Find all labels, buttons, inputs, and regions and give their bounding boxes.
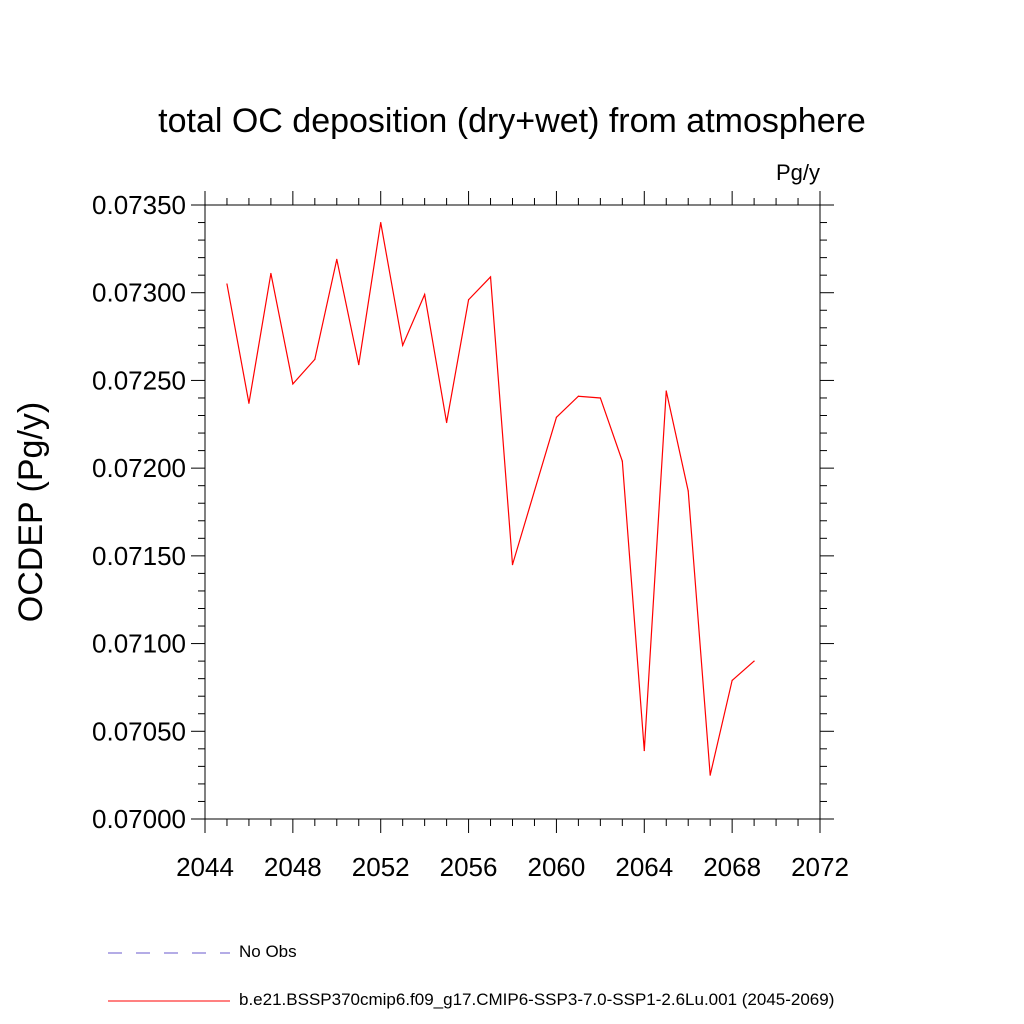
- x-tick-label: 2052: [352, 852, 410, 882]
- series-layer: [226, 221, 755, 776]
- units-label: Pg/y: [776, 160, 820, 185]
- data-point: [665, 390, 667, 392]
- data-point: [533, 490, 536, 492]
- data-point: [709, 774, 711, 776]
- legend-label-no-obs: No Obs: [239, 942, 297, 961]
- plot-frame: [204, 204, 821, 820]
- x-tick-label: 2060: [528, 852, 586, 882]
- data-point: [248, 402, 250, 404]
- data-point: [380, 221, 382, 224]
- y-tick-label: 0.07100: [92, 629, 186, 659]
- x-tick-labels: 2044 2048 2052 2056 2060 2064 2068 2072: [176, 852, 849, 882]
- data-point: [467, 299, 470, 301]
- data-point: [270, 272, 272, 275]
- x-ticks: [204, 191, 821, 833]
- y-tick-label: 0.07350: [92, 190, 186, 220]
- data-point: [489, 276, 492, 278]
- data-point: [446, 421, 448, 424]
- y-tick-label: 0.07300: [92, 278, 186, 308]
- data-point: [621, 460, 623, 462]
- x-tick-label: 2044: [176, 852, 234, 882]
- chart-title: total OC deposition (dry+wet) from atmos…: [158, 102, 866, 140]
- y-tick-label: 0.07000: [92, 804, 186, 834]
- data-point: [402, 344, 404, 346]
- y-axis-label: OCDEP (Pg/y): [12, 402, 50, 622]
- y-tick-label: 0.07050: [92, 716, 186, 746]
- x-tick-label: 2064: [615, 852, 673, 882]
- data-point: [358, 364, 360, 366]
- data-point: [555, 416, 558, 418]
- y-tick-label: 0.07200: [92, 453, 186, 483]
- data-point: [643, 749, 645, 752]
- y-tick-label: 0.07250: [92, 365, 186, 395]
- y-tick-label: 0.07150: [92, 541, 186, 571]
- legend-label-series: b.e21.BSSP370cmip6.f09_g17.CMIP6-SSP3-7.…: [239, 990, 835, 1009]
- data-point: [314, 358, 316, 360]
- data-point: [336, 258, 338, 260]
- data-point: [511, 564, 514, 566]
- data-point: [599, 397, 601, 399]
- x-tick-label: 2048: [264, 852, 322, 882]
- data-point: [753, 660, 755, 662]
- x-tick-label: 2056: [440, 852, 498, 882]
- data-point: [731, 679, 733, 682]
- x-tick-label: 2072: [791, 852, 849, 882]
- data-point: [424, 293, 426, 296]
- series-line: [226, 222, 755, 776]
- y-tick-labels: 0.07000 0.07050 0.07100 0.07150 0.07200 0.072…: [92, 190, 186, 834]
- x-tick-label: 2068: [703, 852, 761, 882]
- y-ticks: [191, 204, 834, 820]
- data-point: [226, 283, 228, 285]
- data-point: [292, 383, 294, 385]
- data-point: [687, 490, 689, 492]
- data-point: [577, 395, 579, 397]
